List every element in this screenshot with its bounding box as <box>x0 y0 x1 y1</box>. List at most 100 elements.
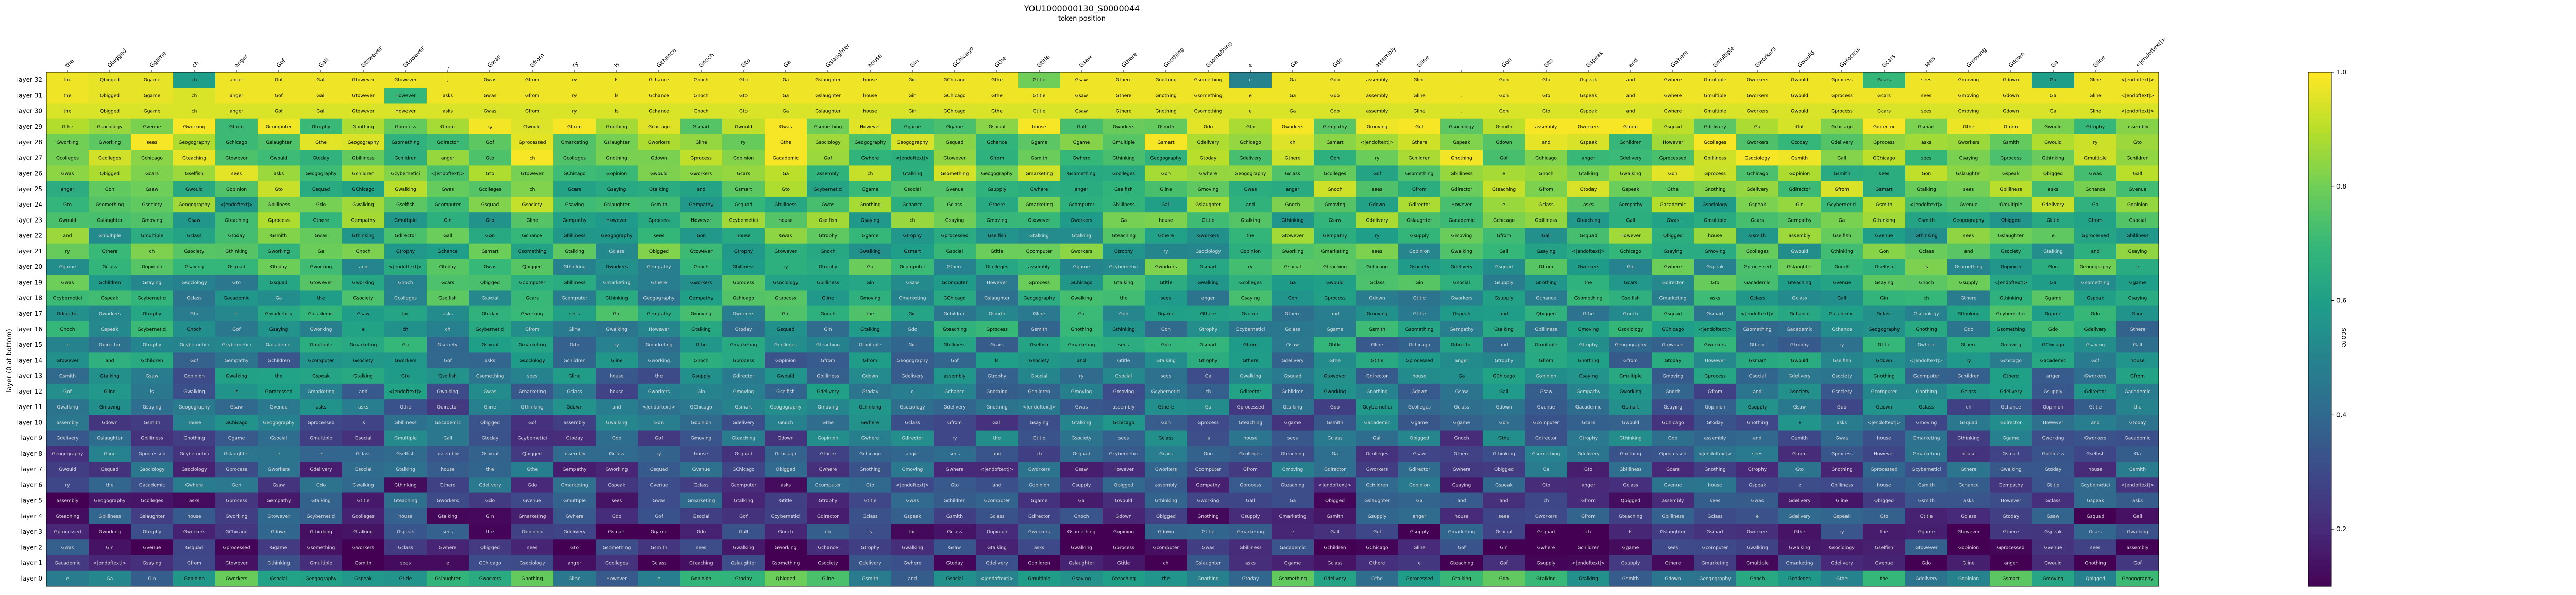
cell-label: Gsocial <box>482 296 499 301</box>
cell-label: Gthinking <box>605 296 628 301</box>
cell-label: Gwould <box>523 125 541 130</box>
cell-label: Gdo <box>1499 576 1509 582</box>
cell-label: Gsmith <box>1369 327 1385 332</box>
cell-label: Gdirector <box>1028 514 1050 519</box>
cell-label: Gsaying <box>1537 249 1555 254</box>
heatmap-cell <box>1103 72 1145 88</box>
cell-label: Gchicago <box>1620 249 1641 254</box>
cell-label: Gnothing <box>1916 389 1937 395</box>
heatmap-cell <box>849 212 892 228</box>
cell-label: Gsquad <box>270 280 287 285</box>
heatmap-cell <box>2074 103 2117 120</box>
cell-label: Gdirector <box>1240 389 1261 395</box>
cell-label: Gchildren <box>141 358 163 363</box>
heatmap-cell <box>1567 492 1610 509</box>
cell-label: Geogography <box>770 405 802 410</box>
cell-label: Gsmith <box>270 234 287 239</box>
cell-label: Gworking <box>99 140 121 145</box>
cell-label: and <box>1246 202 1255 208</box>
heatmap-cell <box>1778 118 1821 135</box>
cell-label: Gdo <box>1161 343 1171 348</box>
cell-label: Gopinion <box>1113 530 1134 535</box>
heatmap-cell <box>849 337 892 353</box>
heatmap-cell <box>173 352 216 369</box>
heatmap-cell <box>1440 134 1483 150</box>
heatmap-cell <box>427 290 469 307</box>
heatmap-cell <box>1821 477 1863 494</box>
cell-label: Gsociology <box>1702 202 1728 208</box>
heatmap-cell <box>215 150 258 166</box>
heatmap-cell <box>1525 103 1568 120</box>
heatmap-cell <box>1905 259 1948 275</box>
cell-label: Gsaying <box>1030 420 1048 426</box>
heatmap-cell <box>680 134 723 150</box>
cell-label: Gacademic <box>1575 405 1601 410</box>
cell-label: Gtoday <box>946 561 963 566</box>
cell-label: Gthere <box>1454 452 1470 457</box>
cell-label: Gmoving <box>860 296 881 301</box>
heatmap-cell <box>1947 462 1990 478</box>
heatmap-cell <box>1103 134 1145 150</box>
heatmap-cell <box>1187 446 1230 462</box>
y-tick-label: layer 5 <box>21 497 42 504</box>
cell-label: Gthinking <box>225 249 248 254</box>
cell-label: and <box>1077 358 1086 363</box>
heatmap-cell <box>1609 275 1652 291</box>
heatmap-cell <box>1314 492 1357 509</box>
cell-label: Gline <box>2089 109 2102 114</box>
heatmap-cell <box>2116 508 2159 524</box>
cell-label: the <box>909 530 917 535</box>
heatmap-cell <box>680 321 723 337</box>
heatmap-cell <box>1229 383 1272 400</box>
heatmap-cell <box>1440 524 1483 540</box>
heatmap-cell <box>2032 134 2075 150</box>
cell-label: Gopinion <box>606 172 627 177</box>
cell-label: Gsociology <box>97 125 123 130</box>
heatmap-cell <box>215 399 258 415</box>
heatmap-cell <box>2032 477 2075 494</box>
cell-label: Gthinking <box>1999 296 2022 301</box>
cell-label: Gteaching <box>1112 576 1136 582</box>
cell-label: Gsmith <box>862 576 878 582</box>
heatmap-cell <box>2032 259 2075 275</box>
heatmap-cell <box>1821 352 1863 369</box>
heatmap-cell <box>215 228 258 244</box>
cell-label: ch <box>1544 499 1549 504</box>
cell-label: Gprocess <box>1704 172 1726 177</box>
cell-label: asks <box>1245 561 1256 566</box>
cell-label: Gworkers <box>352 545 375 550</box>
heatmap-cell <box>46 337 89 353</box>
heatmap-cell <box>1652 212 1694 228</box>
heatmap-cell <box>511 72 554 88</box>
cell-label: Gdirector <box>733 374 754 379</box>
cell-label: Gbilliness <box>1831 483 1853 488</box>
heatmap-cell <box>173 259 216 275</box>
heatmap-cell <box>1398 243 1441 260</box>
heatmap-cell <box>680 399 723 415</box>
cell-label: Gtrophy <box>143 312 162 317</box>
heatmap-cell <box>722 228 765 244</box>
cell-label: Gthere <box>1158 234 1174 239</box>
cell-label: Gworkers <box>1155 265 1177 270</box>
cell-label: Gnoch <box>694 93 709 98</box>
heatmap-cell <box>173 337 216 353</box>
heatmap-cell <box>553 103 596 120</box>
heatmap-cell <box>765 539 807 556</box>
heatmap-cell <box>511 383 554 400</box>
heatmap-cell <box>427 508 469 524</box>
cell-label: e <box>1418 561 1421 566</box>
heatmap-cell <box>934 352 976 369</box>
cell-label: Gdo <box>1330 405 1340 410</box>
heatmap-cell <box>427 399 469 415</box>
cell-label: Gcars <box>1877 78 1891 83</box>
heatmap-cell <box>342 446 385 462</box>
cell-label: Gon <box>1922 172 1931 177</box>
heatmap-cell <box>1947 72 1990 88</box>
cell-label: Gtowever <box>1915 545 1938 550</box>
cell-label: Gclass <box>1285 327 1300 332</box>
cell-label: house <box>1243 436 1258 441</box>
cell-label: Gcomputer <box>266 125 292 130</box>
heatmap-cell <box>1736 275 1779 291</box>
heatmap-cell <box>1103 88 1145 104</box>
cell-label: Gsomething <box>96 202 124 208</box>
